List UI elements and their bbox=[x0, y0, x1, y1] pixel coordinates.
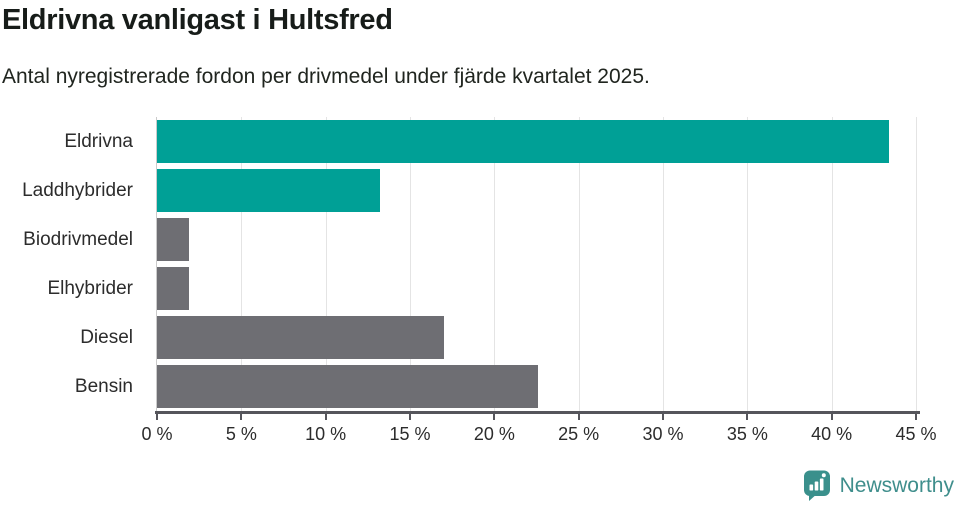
x-tick-label: 10 % bbox=[305, 424, 347, 444]
gridline bbox=[663, 117, 664, 411]
x-tick-label: 0 % bbox=[141, 424, 173, 444]
x-tick-label: 20 % bbox=[473, 424, 515, 444]
x-tick-label: 5 % bbox=[225, 424, 257, 444]
x-axis-line bbox=[155, 411, 920, 414]
gridline bbox=[325, 117, 327, 411]
gridline bbox=[831, 117, 833, 411]
bar-eldrivna bbox=[157, 120, 889, 163]
gridline bbox=[916, 117, 917, 411]
x-tick bbox=[493, 414, 496, 420]
newsworthy-speech-bubble-bar-chart-icon bbox=[803, 470, 831, 501]
y-axis-line bbox=[156, 117, 157, 411]
category-label: Bensin bbox=[74, 375, 133, 397]
x-tick bbox=[156, 414, 158, 420]
x-tick bbox=[662, 414, 664, 420]
x-tick bbox=[830, 414, 833, 420]
bar-diesel bbox=[157, 316, 444, 359]
category-label: Biodrivmedel bbox=[23, 228, 133, 250]
x-tick-label: 35 % bbox=[726, 424, 768, 444]
chart-subtitle: Antal nyregistrerade fordon per drivmede… bbox=[2, 65, 650, 88]
x-tick-label: 25 % bbox=[558, 424, 600, 444]
x-tick-label: 40 % bbox=[811, 424, 853, 444]
newsworthy-logo[interactable]: Newsworthy bbox=[803, 470, 954, 501]
x-tick bbox=[324, 414, 327, 420]
category-label: Laddhybrider bbox=[22, 179, 133, 201]
newsworthy-brand-text: Newsworthy bbox=[839, 473, 954, 497]
category-label: Diesel bbox=[80, 326, 133, 348]
chart-title: Eldrivna vanligast i Hultsfred bbox=[2, 4, 393, 36]
bar-elhybrider bbox=[157, 267, 190, 310]
x-tick bbox=[746, 414, 749, 420]
x-tick-label: 45 % bbox=[895, 424, 937, 444]
x-tick bbox=[577, 414, 580, 420]
bar-biodrivmedel bbox=[157, 218, 190, 261]
bar-laddhybrider bbox=[157, 169, 380, 212]
category-labels: Eldrivna Laddhybrider Biodrivmedel Elhybrid… bbox=[0, 117, 145, 411]
category-label: Eldrivna bbox=[64, 130, 133, 152]
gridline bbox=[578, 117, 580, 411]
x-tick bbox=[409, 414, 411, 420]
bar-bensin bbox=[157, 365, 539, 408]
gridline bbox=[241, 117, 243, 411]
gridline bbox=[410, 117, 411, 411]
x-tick bbox=[240, 414, 243, 420]
plot-area: 0 % 5 % 10 % 15 % 20 % 25 % 30 % 35 % 40 % 45 % bbox=[141, 117, 937, 444]
x-tick-label: 15 % bbox=[389, 424, 431, 444]
gridline bbox=[747, 117, 749, 411]
gridline bbox=[494, 117, 496, 411]
x-tick-label: 30 % bbox=[642, 424, 684, 444]
x-tick bbox=[915, 414, 917, 420]
category-label: Elhybrider bbox=[47, 277, 133, 299]
